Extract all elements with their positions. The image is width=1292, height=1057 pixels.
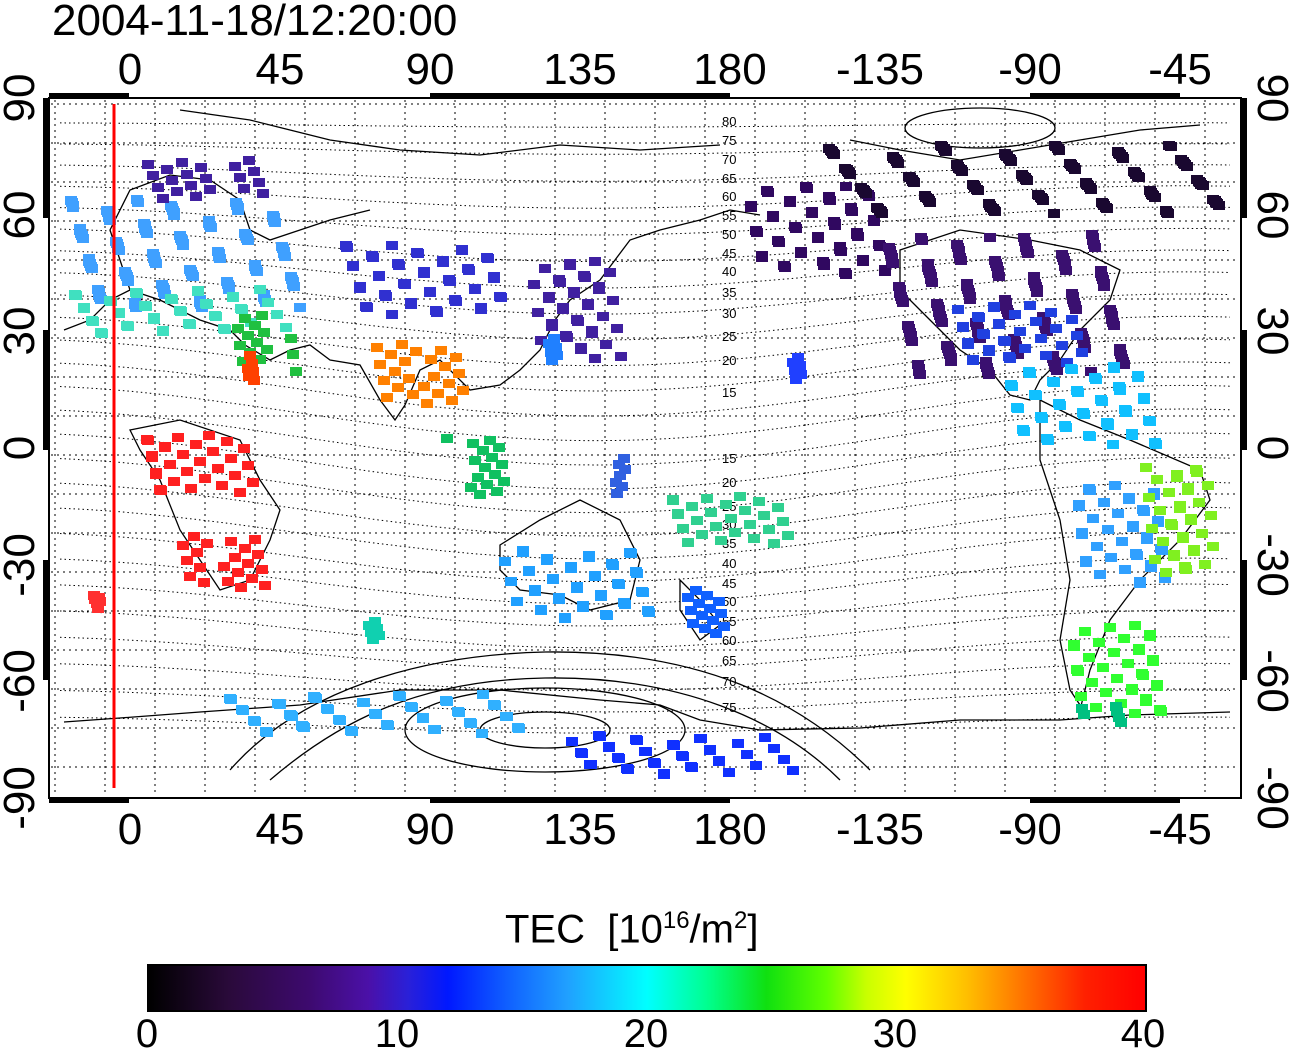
tick-label: 0 xyxy=(118,45,142,94)
contour-label: 75 xyxy=(722,133,736,148)
map-frame xyxy=(48,97,1242,799)
tick-label: 30 xyxy=(1248,307,1292,356)
tick-label: -90 xyxy=(998,45,1062,94)
contour-label: 50 xyxy=(722,227,736,242)
colorbar-tick: 30 xyxy=(872,1012,918,1056)
contour-label: 15 xyxy=(722,385,736,400)
contour-label: 80 xyxy=(722,114,736,129)
colorbar-unit-base: [10 xyxy=(607,907,663,952)
longitude-labels-bottom: 0 45 90 135 180 -135 -90 -45 xyxy=(118,805,1212,854)
contour-label: 65 xyxy=(722,653,736,668)
contour-label: 50 xyxy=(722,594,736,609)
latitude-labels-right: 90 60 30 0 -30 -60 -90 xyxy=(1248,74,1292,830)
tec-data-cells xyxy=(65,141,1225,779)
contour-label: 45 xyxy=(722,246,736,261)
tick-label: 90 xyxy=(1248,74,1292,123)
colorbar-title: TEC [1016/m2] xyxy=(505,907,758,952)
contour-label: 55 xyxy=(722,208,736,223)
tick-label: 30 xyxy=(0,307,44,356)
tick-label: 135 xyxy=(543,805,616,854)
tick-label: -135 xyxy=(836,45,924,94)
axis-bars xyxy=(43,93,1247,803)
tick-label: -45 xyxy=(1148,805,1212,854)
colorbar-tick: 0 xyxy=(135,1012,159,1056)
tick-label: -90 xyxy=(1248,766,1292,830)
contour-label: 70 xyxy=(722,674,736,689)
contour-label: 15 xyxy=(722,451,736,466)
colorbar-tick: 10 xyxy=(374,1012,420,1056)
tick-label: 90 xyxy=(406,805,455,854)
colorbar-tick: 20 xyxy=(623,1012,669,1056)
tick-label: 60 xyxy=(0,191,44,240)
tick-label: 0 xyxy=(118,805,142,854)
colorbar-unit-end: ] xyxy=(747,907,759,952)
colorbar-tick: 40 xyxy=(1120,1012,1166,1056)
contour-label: 25 xyxy=(722,329,736,344)
tick-label: 180 xyxy=(693,45,766,94)
contour-label: 40 xyxy=(722,264,736,279)
contour-label: 20 xyxy=(722,353,736,368)
colorbar xyxy=(147,964,1147,1012)
tick-label: 135 xyxy=(543,45,616,94)
contour-label: 45 xyxy=(722,576,736,591)
tick-label: 0 xyxy=(1248,436,1292,460)
tec-map: 8075706560555045403530252015152025303540… xyxy=(0,45,1292,854)
contour-label: 60 xyxy=(722,633,736,648)
tick-label: 90 xyxy=(0,74,44,123)
tick-label: -30 xyxy=(0,533,44,597)
latitude-labels-left: 90 60 30 0 -30 -60 -90 xyxy=(0,74,44,830)
contour-labels: 8075706560555045403530252015152025303540… xyxy=(722,114,736,715)
contour-label: 30 xyxy=(722,306,736,321)
polar-contours xyxy=(229,107,1056,781)
tick-label: 0 xyxy=(0,436,44,460)
tick-label: 90 xyxy=(406,45,455,94)
tick-label: 45 xyxy=(256,805,305,854)
contour-label: 60 xyxy=(722,189,736,204)
contour-label: 35 xyxy=(722,285,736,300)
colorbar-label: TEC xyxy=(505,907,585,952)
colorbar-unit-exp2: 2 xyxy=(733,907,748,934)
tick-label: -30 xyxy=(1248,533,1292,597)
tick-label: 180 xyxy=(693,805,766,854)
contour-label: 20 xyxy=(722,475,736,490)
timestamp-title: 2004-11-18/12:20:00 xyxy=(52,0,458,45)
longitude-labels-top: 0 45 90 135 180 -135 -90 -45 xyxy=(118,45,1212,94)
tick-label: -90 xyxy=(998,805,1062,854)
tick-label: 45 xyxy=(256,45,305,94)
tick-label: -60 xyxy=(1248,649,1292,713)
colorbar-unit-mid: /m xyxy=(689,907,734,952)
tick-label: -90 xyxy=(0,766,44,830)
contour-label: 40 xyxy=(722,556,736,571)
tick-label: 60 xyxy=(1248,191,1292,240)
tick-label: -135 xyxy=(836,805,924,854)
contour-label: 65 xyxy=(722,171,736,186)
tick-label: -60 xyxy=(0,649,44,713)
contour-label: 75 xyxy=(722,700,736,715)
contour-label: 70 xyxy=(722,152,736,167)
colorbar-unit-exp: 16 xyxy=(662,907,690,934)
tick-label: -45 xyxy=(1148,45,1212,94)
